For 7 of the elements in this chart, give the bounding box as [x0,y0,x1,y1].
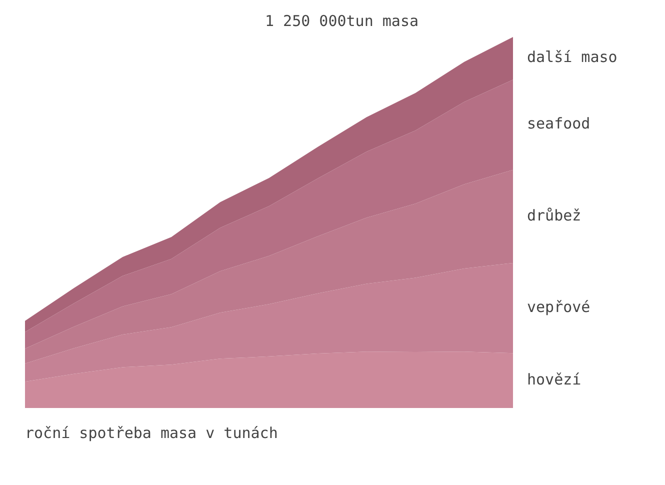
series-label: hovězí [527,370,582,388]
series-label: vepřové [527,298,590,316]
series-label: drůbež [527,206,582,224]
text: 1 250 000tun masa [265,12,419,30]
series-label: seafood [527,114,590,133]
text: roční spotřeba masa v tunách [25,424,278,442]
series-label: další maso [527,48,618,66]
